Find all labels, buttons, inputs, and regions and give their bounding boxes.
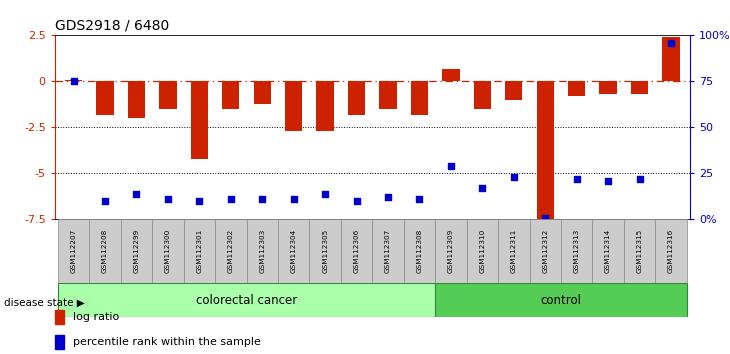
Text: GSM112316: GSM112316 (668, 229, 674, 273)
Bar (568, 81, 585, 96)
Point (288, 196, 299, 202)
Bar (474, 81, 491, 109)
Text: GSM112300: GSM112300 (165, 229, 171, 273)
Point (539, 215, 551, 221)
Text: percentile rank within the sample: percentile rank within the sample (73, 337, 261, 347)
Text: log ratio: log ratio (73, 312, 119, 322)
Bar (380, 81, 396, 109)
Text: GSM112309: GSM112309 (448, 229, 454, 273)
Point (256, 196, 268, 202)
FancyBboxPatch shape (310, 219, 341, 283)
Bar (662, 37, 680, 81)
Text: GSM112302: GSM112302 (228, 229, 234, 273)
Point (445, 163, 457, 169)
FancyBboxPatch shape (624, 219, 656, 283)
FancyBboxPatch shape (120, 219, 153, 283)
Bar (253, 81, 271, 103)
Text: GSM112299: GSM112299 (134, 229, 139, 273)
Bar (128, 81, 145, 118)
Point (68, 79, 80, 84)
FancyBboxPatch shape (561, 219, 592, 283)
Bar (411, 81, 428, 115)
FancyBboxPatch shape (404, 219, 435, 283)
FancyBboxPatch shape (498, 219, 529, 283)
FancyBboxPatch shape (215, 219, 247, 283)
Bar (348, 81, 365, 115)
Bar (317, 81, 334, 131)
FancyBboxPatch shape (529, 219, 561, 283)
Bar (96, 81, 114, 115)
Text: GSM112305: GSM112305 (322, 229, 328, 273)
Text: GSM112304: GSM112304 (291, 229, 296, 273)
Text: GSM112315: GSM112315 (637, 229, 642, 273)
Bar (191, 81, 208, 159)
Point (571, 176, 583, 182)
Point (634, 176, 645, 182)
Point (665, 40, 677, 46)
Text: GSM112308: GSM112308 (416, 229, 423, 273)
Point (414, 196, 426, 202)
FancyBboxPatch shape (184, 219, 215, 283)
Point (350, 198, 362, 204)
Text: GSM112207: GSM112207 (71, 229, 77, 273)
FancyBboxPatch shape (58, 219, 89, 283)
Text: GSM112306: GSM112306 (353, 229, 360, 273)
Text: GSM112301: GSM112301 (196, 229, 202, 273)
FancyBboxPatch shape (372, 219, 404, 283)
Text: disease state ▶: disease state ▶ (4, 298, 85, 308)
Bar (285, 81, 302, 131)
Text: colorectal cancer: colorectal cancer (196, 293, 297, 307)
Bar (599, 81, 617, 94)
FancyBboxPatch shape (466, 219, 498, 283)
Point (508, 174, 520, 180)
Point (477, 185, 488, 191)
Bar (222, 81, 239, 109)
Point (193, 198, 205, 204)
Text: GSM112303: GSM112303 (259, 229, 265, 273)
FancyBboxPatch shape (592, 219, 624, 283)
FancyBboxPatch shape (435, 283, 687, 317)
Bar (505, 81, 523, 100)
Point (131, 191, 142, 196)
Text: GSM112314: GSM112314 (605, 229, 611, 273)
Text: GSM112313: GSM112313 (574, 229, 580, 273)
Text: GSM112310: GSM112310 (480, 229, 485, 273)
Point (383, 195, 394, 200)
Bar (631, 81, 648, 94)
Bar (159, 81, 177, 109)
FancyBboxPatch shape (656, 219, 687, 283)
FancyBboxPatch shape (278, 219, 310, 283)
Text: GSM112208: GSM112208 (102, 229, 108, 273)
Bar (537, 81, 554, 219)
FancyBboxPatch shape (247, 219, 278, 283)
Point (99, 198, 111, 204)
Point (225, 196, 237, 202)
Text: GSM112307: GSM112307 (385, 229, 391, 273)
Text: GSM112311: GSM112311 (511, 229, 517, 273)
Text: control: control (540, 293, 581, 307)
FancyBboxPatch shape (341, 219, 372, 283)
FancyBboxPatch shape (89, 219, 120, 283)
FancyBboxPatch shape (435, 219, 466, 283)
Text: GSM112312: GSM112312 (542, 229, 548, 273)
Point (162, 196, 174, 202)
Bar (65, 80, 82, 81)
Bar (442, 69, 460, 81)
Text: GDS2918 / 6480: GDS2918 / 6480 (55, 19, 169, 33)
FancyBboxPatch shape (58, 283, 435, 317)
Point (602, 178, 614, 184)
Point (319, 191, 331, 196)
FancyBboxPatch shape (153, 219, 184, 283)
